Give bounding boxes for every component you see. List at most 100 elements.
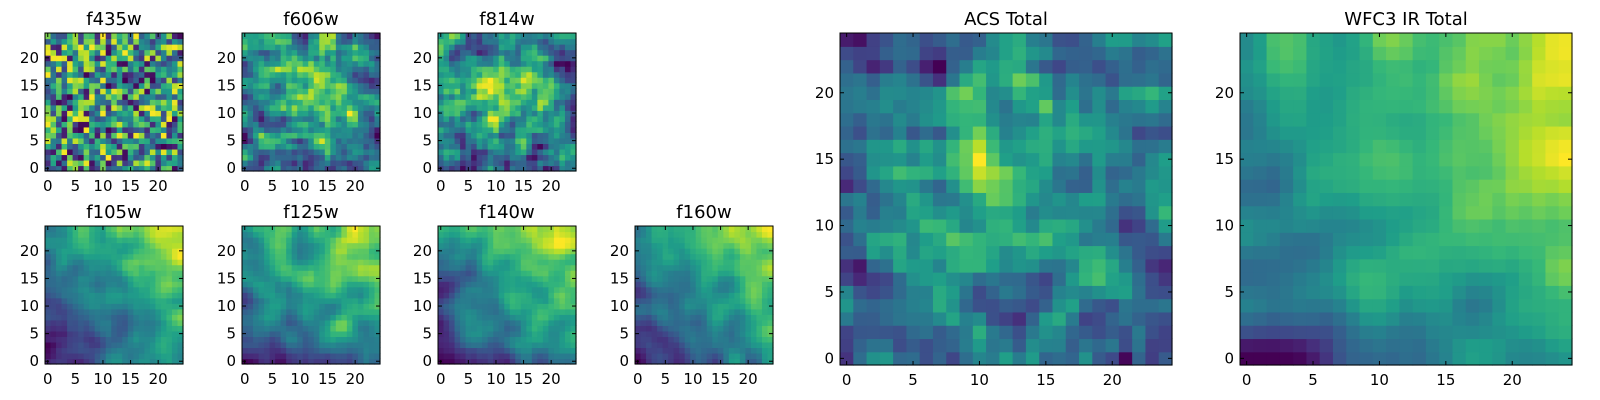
heatmap-cell: [171, 38, 179, 45]
heatmap-cell: [454, 253, 461, 260]
heatmap-cell: [476, 159, 483, 167]
heatmap-cell: [67, 38, 74, 45]
heatmap-cell: [335, 270, 342, 277]
heatmap-cell: [717, 259, 724, 266]
heatmap-cell: [72, 77, 79, 84]
heatmap-cell: [253, 82, 260, 89]
heatmap-cell: [559, 148, 566, 156]
heatmap-cell: [319, 88, 326, 95]
heatmap-cell: [346, 352, 353, 360]
heatmap-cell: [465, 126, 472, 133]
heatmap-cell: [646, 259, 653, 266]
heatmap-cell: [564, 319, 572, 326]
heatmap-cell: [144, 358, 151, 365]
heatmap-cell: [160, 341, 168, 349]
heatmap-cell: [258, 319, 265, 326]
heatmap-cell: [341, 93, 348, 100]
heatmap-cell: [61, 270, 68, 277]
heatmap-cell: [171, 303, 179, 310]
heatmap-cell: [531, 38, 538, 45]
heatmap-cell: [460, 137, 467, 144]
heatmap-cell: [280, 159, 287, 167]
heatmap-cell: [258, 44, 265, 51]
heatmap-cell: [177, 319, 184, 326]
heatmap-cell: [291, 165, 298, 172]
heatmap-cell: [668, 292, 675, 299]
heatmap-cell: [100, 82, 107, 89]
heatmap-cell: [122, 126, 129, 133]
heatmap-cell: [335, 143, 342, 150]
heatmap-cell: [712, 325, 719, 332]
heatmap-cell: [893, 272, 907, 286]
heatmap-cell: [341, 237, 348, 244]
heatmap-cell: [526, 242, 533, 249]
heatmap-cell: [144, 347, 151, 354]
heatmap-cell: [83, 55, 90, 62]
heatmap-cell: [61, 71, 68, 78]
heatmap-cell: [449, 308, 456, 315]
heatmap-cell: [493, 314, 500, 321]
heatmap-cell: [160, 352, 168, 360]
heatmap-cell: [1145, 245, 1160, 260]
heatmap-cell: [756, 231, 763, 238]
heatmap-cell: [999, 192, 1014, 207]
heatmap-cell: [498, 347, 505, 354]
heatmap-cell: [482, 358, 489, 365]
heatmap-cell: [138, 347, 145, 354]
heatmap-cell: [100, 143, 107, 150]
heatmap-cell: [640, 341, 647, 349]
heatmap-cell: [247, 319, 254, 326]
heatmap-cell: [739, 325, 746, 332]
heatmap-cell: [313, 231, 320, 238]
heatmap-cell: [100, 253, 107, 260]
heatmap-cell: [50, 93, 57, 100]
heatmap-cell: [330, 82, 337, 89]
heatmap-cell: [717, 314, 724, 321]
heatmap-cell: [291, 325, 298, 332]
heatmap-cell: [679, 358, 686, 365]
heatmap-cell: [853, 325, 868, 340]
heatmap-cell: [335, 237, 342, 244]
heatmap-cell: [750, 352, 758, 360]
heatmap-cell: [482, 38, 489, 45]
heatmap-cell: [94, 259, 101, 266]
heatmap-cell: [341, 259, 348, 266]
heatmap-cell: [559, 325, 566, 332]
heatmap-cell: [460, 159, 467, 167]
heatmap-cell: [673, 275, 680, 282]
heatmap-cell: [247, 38, 254, 45]
heatmap-cell: [701, 237, 708, 244]
heatmap-cell: [171, 44, 179, 51]
heatmap-cell: [138, 137, 145, 144]
heatmap-cell: [1039, 351, 1054, 366]
heatmap-cell: [767, 341, 774, 349]
heatmap-cell: [127, 242, 134, 249]
y-tick-label: 15: [610, 269, 629, 287]
heatmap-cell: [520, 49, 527, 56]
heatmap-cell: [564, 341, 572, 349]
heatmap-cell: [443, 121, 450, 128]
heatmap-cell: [83, 226, 90, 233]
heatmap-cell: [509, 259, 516, 266]
heatmap-cell: [542, 154, 549, 161]
heatmap-cell: [449, 44, 456, 51]
heatmap-cell: [357, 253, 365, 260]
heatmap-cell: [553, 71, 561, 78]
heatmap-cell: [352, 352, 359, 360]
heatmap-cell: [498, 264, 505, 271]
heatmap-cell: [651, 325, 658, 332]
y-tick-label: 15: [217, 76, 236, 94]
heatmap-cell: [449, 336, 456, 343]
heatmap-cell: [509, 159, 516, 167]
heatmap-cell: [297, 132, 304, 139]
heatmap-cell: [487, 231, 494, 238]
heatmap-cell: [171, 358, 179, 365]
heatmap-cell: [247, 104, 254, 111]
heatmap-cell: [520, 66, 527, 73]
heatmap-cell: [275, 55, 282, 62]
heatmap-cell: [100, 99, 107, 106]
heatmap-cell: [56, 121, 63, 128]
heatmap-cell: [357, 115, 365, 122]
heatmap-cell: [341, 71, 348, 78]
heatmap-cell: [89, 330, 96, 337]
